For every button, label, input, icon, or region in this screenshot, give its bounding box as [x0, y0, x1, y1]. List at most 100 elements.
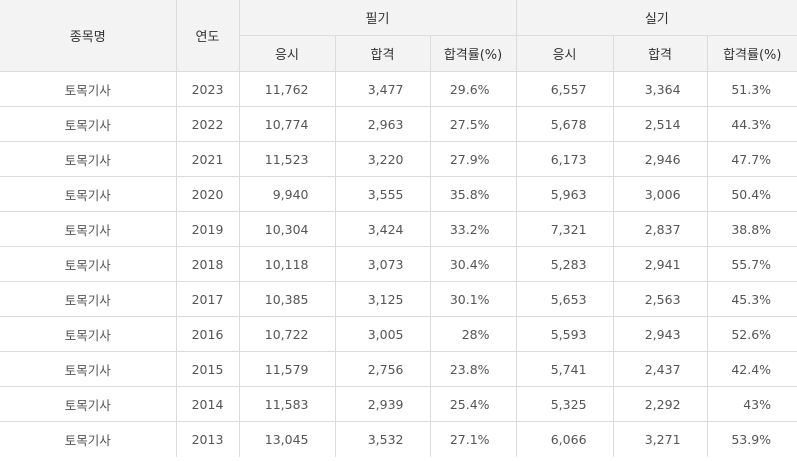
cell-written-rate: 27.1%: [429, 421, 517, 457]
cell-practical-applied: 5,963: [515, 176, 614, 212]
cell-written-applied: 11,762: [238, 71, 336, 107]
cell-practical-passed: 2,943: [612, 316, 708, 352]
header-practical-applied: 응시: [515, 35, 614, 72]
cell-practical-rate: 50.4%: [706, 176, 797, 212]
table-body: 토목기사 2023 11,762 3,477 29.6% 6,557 3,364 51.3% 토…: [0, 71, 797, 457]
table-row: 토목기사 2013 13,045 3,532 27.1% 6,066 3,271 53.9%: [0, 421, 797, 457]
cell-subject: 토목기사: [0, 211, 177, 247]
cell-practical-rate: 42.4%: [706, 351, 797, 387]
cell-subject: 토목기사: [0, 281, 177, 317]
cell-subject: 토목기사: [0, 246, 177, 282]
cell-written-rate: 23.8%: [429, 351, 517, 387]
header-written-applied: 응시: [239, 35, 336, 72]
cell-practical-applied: 5,741: [515, 351, 614, 387]
cell-practical-rate: 45.3%: [706, 281, 797, 317]
table-row: 토목기사 2023 11,762 3,477 29.6% 6,557 3,364 51.3%: [0, 71, 797, 107]
cell-year: 2016: [175, 316, 240, 352]
cell-written-rate: 30.1%: [429, 281, 517, 317]
cell-written-rate: 35.8%: [429, 176, 517, 212]
cell-written-applied: 13,045: [238, 421, 336, 457]
cell-written-rate: 33.2%: [429, 211, 517, 247]
cell-written-passed: 3,220: [334, 141, 431, 177]
cell-year: 2018: [175, 246, 240, 282]
cell-practical-rate: 43%: [706, 386, 797, 422]
cell-practical-applied: 6,557: [515, 71, 614, 107]
cell-written-applied: 11,583: [238, 386, 336, 422]
cell-subject: 토목기사: [0, 421, 177, 457]
header-written: 필기: [238, 0, 517, 36]
cell-written-rate: 30.4%: [429, 246, 517, 282]
cell-written-applied: 11,523: [238, 141, 336, 177]
table-row: 토목기사 2017 10,385 3,125 30.1% 5,653 2,563 45.3%: [0, 281, 797, 317]
cell-practical-rate: 52.6%: [706, 316, 797, 352]
cell-practical-passed: 2,941: [612, 246, 708, 282]
cell-written-applied: 10,304: [238, 211, 336, 247]
header-practical-rate: 합격률(%): [706, 35, 797, 72]
cell-practical-passed: 2,837: [612, 211, 708, 247]
cell-written-passed: 2,756: [334, 351, 431, 387]
cell-year: 2014: [175, 386, 240, 422]
table-row: 토목기사 2015 11,579 2,756 23.8% 5,741 2,437 42.4%: [0, 351, 797, 387]
cell-year: 2013: [175, 421, 240, 457]
cell-written-passed: 2,963: [334, 106, 431, 142]
table-row: 토목기사 2022 10,774 2,963 27.5% 5,678 2,514 44.3%: [0, 106, 797, 142]
cell-written-passed: 3,477: [334, 71, 431, 107]
cell-practical-applied: 5,593: [515, 316, 614, 352]
cell-practical-passed: 3,364: [612, 71, 708, 107]
cell-written-applied: 10,774: [238, 106, 336, 142]
table-row: 토목기사 2016 10,722 3,005 28% 5,593 2,943 52.6%: [0, 316, 797, 352]
cell-written-applied: 10,722: [238, 316, 336, 352]
cell-practical-passed: 2,946: [612, 141, 708, 177]
cell-written-passed: 2,939: [334, 386, 431, 422]
cell-practical-applied: 5,325: [515, 386, 614, 422]
table-row: 토목기사 2019 10,304 3,424 33.2% 7,321 2,837 38.8%: [0, 211, 797, 247]
cell-written-passed: 3,005: [334, 316, 431, 352]
table-header: 종목명 연도 필기 실기 응시 합격 합격률(%) 응시 합격 합격률(%): [0, 0, 797, 72]
header-practical-passed: 합격: [612, 35, 708, 72]
cell-practical-passed: 2,563: [612, 281, 708, 317]
cell-year: 2019: [175, 211, 240, 247]
header-written-rate: 합격률(%): [429, 35, 517, 72]
cell-year: 2022: [175, 106, 240, 142]
cell-subject: 토목기사: [0, 316, 177, 352]
cell-practical-applied: 6,066: [515, 421, 614, 457]
cell-practical-passed: 3,006: [612, 176, 708, 212]
cell-written-passed: 3,125: [334, 281, 431, 317]
cell-subject: 토목기사: [0, 386, 177, 422]
cell-subject: 토목기사: [0, 106, 177, 142]
cell-written-applied: 9,940: [238, 176, 336, 212]
cell-written-passed: 3,424: [334, 211, 431, 247]
cell-practical-applied: 7,321: [515, 211, 614, 247]
table-row: 토목기사 2018 10,118 3,073 30.4% 5,283 2,941 55.7%: [0, 246, 797, 282]
cell-written-applied: 10,118: [238, 246, 336, 282]
cell-year: 2021: [175, 141, 240, 177]
table-row: 토목기사 2014 11,583 2,939 25.4% 5,325 2,292 43%: [0, 386, 797, 422]
cell-written-passed: 3,555: [334, 176, 431, 212]
cell-practical-applied: 5,653: [515, 281, 614, 317]
table-row: 토목기사 2021 11,523 3,220 27.9% 6,173 2,946 47.7%: [0, 141, 797, 177]
header-subject: 종목명: [0, 0, 177, 72]
cell-subject: 토목기사: [0, 351, 177, 387]
cell-written-rate: 29.6%: [429, 71, 517, 107]
cell-written-rate: 28%: [429, 316, 517, 352]
cell-practical-applied: 5,678: [515, 106, 614, 142]
cell-practical-passed: 2,292: [612, 386, 708, 422]
cell-practical-passed: 2,437: [612, 351, 708, 387]
cell-practical-rate: 55.7%: [706, 246, 797, 282]
cell-written-rate: 25.4%: [429, 386, 517, 422]
cell-year: 2017: [175, 281, 240, 317]
cell-written-rate: 27.9%: [429, 141, 517, 177]
cell-written-passed: 3,073: [334, 246, 431, 282]
header-year: 연도: [175, 0, 240, 72]
cell-written-applied: 11,579: [238, 351, 336, 387]
cell-practical-rate: 51.3%: [706, 71, 797, 107]
header-written-passed: 합격: [334, 35, 431, 72]
cell-subject: 토목기사: [0, 176, 177, 212]
cell-practical-passed: 2,514: [612, 106, 708, 142]
cell-practical-applied: 6,173: [515, 141, 614, 177]
cell-practical-rate: 47.7%: [706, 141, 797, 177]
cell-year: 2015: [175, 351, 240, 387]
cell-subject: 토목기사: [0, 141, 177, 177]
cell-practical-rate: 44.3%: [706, 106, 797, 142]
cell-year: 2023: [175, 71, 240, 107]
